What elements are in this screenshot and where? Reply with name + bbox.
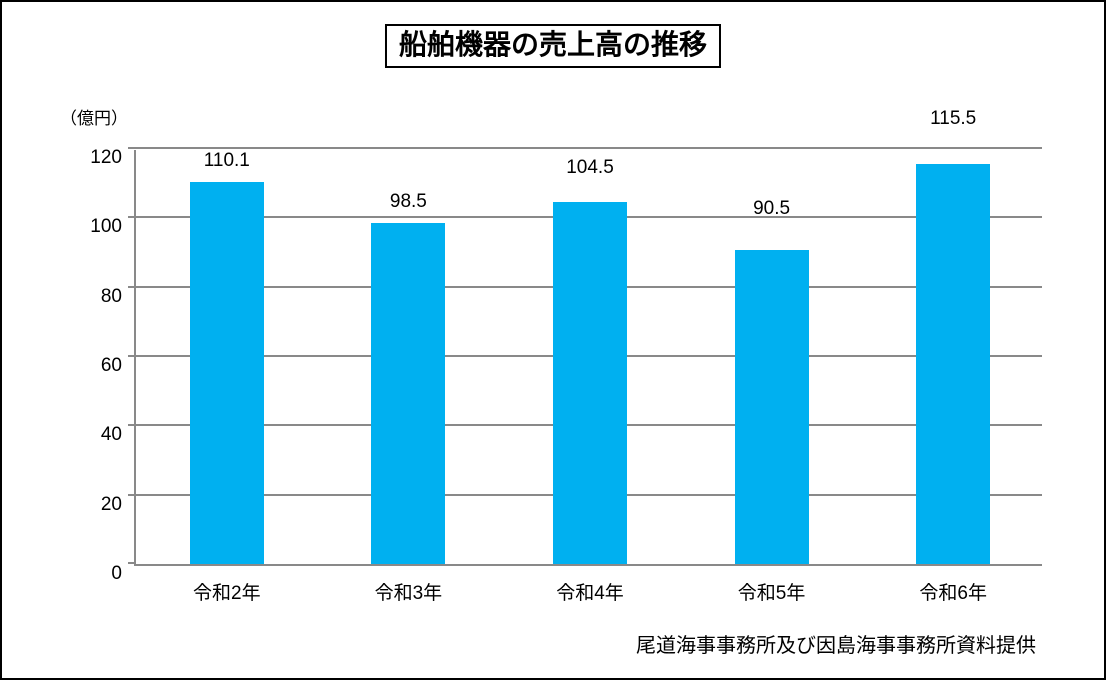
y-axis-tick-100 xyxy=(128,216,136,219)
y-tick-label-120: 120 xyxy=(90,147,122,168)
y-tick-label-0: 0 xyxy=(111,563,122,584)
bar-令和2年 xyxy=(189,182,264,564)
bar-令和4年 xyxy=(553,201,627,564)
x-tick-label-令和6年: 令和6年 xyxy=(919,583,987,604)
y-axis-tick-60 xyxy=(128,355,136,357)
y-tick-label-40: 40 xyxy=(100,424,122,446)
y-tick-label-100: 100 xyxy=(90,216,122,238)
x-tick-label-令和4年: 令和4年 xyxy=(556,583,624,604)
y-axis-tick-40 xyxy=(128,424,136,427)
source-note: 尾道海事事務所及び因島海事事務所資料提供 xyxy=(636,635,1036,657)
y-axis-tick-120 xyxy=(128,147,136,149)
bar-value-label-令和3年: 98.5 xyxy=(389,190,427,212)
bar-令和3年 xyxy=(371,222,446,564)
x-tick-label-令和5年: 令和5年 xyxy=(737,583,806,604)
bar-value-label-令和4年: 104.5 xyxy=(566,156,614,178)
bar-value-label-令和5年: 90.5 xyxy=(753,198,791,220)
bar-令和5年 xyxy=(734,250,809,564)
y-axis-tick-80 xyxy=(128,285,136,288)
y-axis-unit-label: （億円） xyxy=(60,109,128,128)
bar-value-label-令和6年: 115.5 xyxy=(930,107,977,129)
y-tick-label-20: 20 xyxy=(100,493,122,515)
y-tick-label-80: 80 xyxy=(100,285,122,307)
y-axis-tick-0 xyxy=(128,562,136,564)
y-tick-label-60: 60 xyxy=(100,355,122,376)
bar-令和6年 xyxy=(916,163,991,564)
bar-value-label-令和2年: 110.1 xyxy=(203,150,250,172)
x-tick-label-令和2年: 令和2年 xyxy=(193,583,261,604)
plot-area: 0 20 40 60 80 100 120 110.1 令和2年 98.5 令和3年 104.5 令和4… xyxy=(90,108,1042,604)
gridline-120 xyxy=(136,147,1042,149)
chart-title-text: 船舶機器の売上高の推移 xyxy=(398,29,708,60)
chart-title: 船舶機器の売上高の推移 xyxy=(384,24,722,69)
x-tick-label-令和3年: 令和3年 xyxy=(374,583,443,604)
y-axis-tick-20 xyxy=(128,493,136,496)
